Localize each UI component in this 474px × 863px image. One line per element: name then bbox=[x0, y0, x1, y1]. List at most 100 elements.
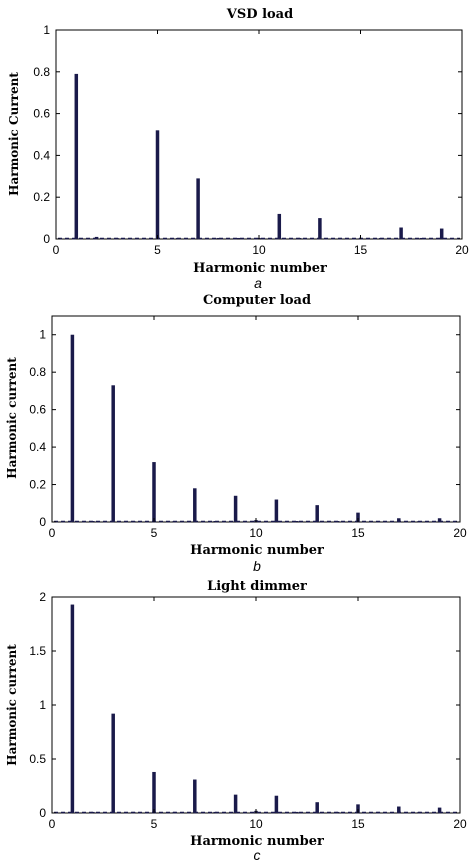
chart-c-ytick-label: 0 bbox=[39, 806, 46, 820]
chart-c-ytick-label: 2 bbox=[39, 590, 46, 604]
chart-a-bar bbox=[196, 178, 200, 239]
chart-c-bar bbox=[70, 604, 75, 813]
chart-b-bar bbox=[295, 521, 299, 522]
chart-b-bar bbox=[376, 521, 381, 522]
chart-a-plot-frame bbox=[55, 29, 463, 240]
chart-a-xtick-label: 5 bbox=[154, 243, 161, 257]
chart-b-ytick-label: 0.8 bbox=[29, 365, 46, 379]
chart-a-bar bbox=[176, 237, 180, 239]
chart-a-ytick-label: 0.8 bbox=[33, 65, 50, 79]
chart-c-ytick-label: 0.5 bbox=[29, 752, 46, 766]
chart-a-xtick-label: 20 bbox=[455, 243, 469, 257]
chart-c-xtick-label: 5 bbox=[151, 817, 158, 831]
chart-b-xlabel: Harmonic number bbox=[190, 543, 324, 558]
chart-a-xtick-label: 0 bbox=[53, 243, 60, 257]
chart-c-bar bbox=[335, 811, 340, 813]
chart-a-ytick-label: 0.4 bbox=[33, 148, 50, 162]
chart-c-ytick-label: 1.5 bbox=[29, 644, 46, 658]
chart-b-bar bbox=[172, 521, 177, 522]
chart-a-bar bbox=[399, 227, 403, 239]
chart-a-bar bbox=[115, 237, 119, 239]
chart-b-ytick-label: 0.2 bbox=[29, 478, 46, 492]
chart-b-bar bbox=[70, 334, 75, 522]
chart-b-bar bbox=[193, 488, 197, 522]
chart-a-bars bbox=[58, 73, 460, 240]
chart-a-ylabel: Harmonic Current bbox=[7, 72, 21, 196]
chart-a-ytick-label: 0.2 bbox=[33, 190, 50, 204]
chart-c-title: Light dimmer bbox=[207, 579, 307, 594]
chart-a-bar bbox=[236, 237, 241, 239]
chart-c-bar bbox=[417, 811, 421, 813]
chart-b-bar bbox=[315, 505, 319, 522]
chart-b-bar bbox=[274, 499, 279, 522]
chart-c: Light dimmer 0 5 10 15 20 0 0.5 1 1.5 2 Harmonic … bbox=[5, 579, 467, 863]
chart-b-bar bbox=[111, 385, 115, 522]
chart-c-bar bbox=[91, 811, 95, 813]
chart-b-bar bbox=[213, 521, 217, 522]
chart-b-ytick-label: 1 bbox=[39, 328, 46, 342]
chart-a-bar bbox=[379, 237, 383, 239]
chart-b-ytick-label: 0.6 bbox=[29, 403, 46, 417]
chart-a-bar bbox=[439, 228, 444, 239]
chart-a-xlabel: Harmonic number bbox=[193, 261, 327, 276]
chart-c-bar bbox=[131, 811, 136, 813]
chart-c-caption: c bbox=[254, 847, 261, 863]
chart-c-bar bbox=[111, 713, 115, 813]
chart-b-bar bbox=[233, 495, 238, 522]
chart-c-bar bbox=[376, 811, 381, 813]
chart-a-ytick-label: 0 bbox=[43, 232, 50, 246]
chart-b-xtick-label: 15 bbox=[351, 526, 365, 540]
chart-c-bar bbox=[356, 804, 360, 813]
chart-a-ytick-label: 1 bbox=[43, 23, 50, 37]
chart-a: VSD load 0 5 10 15 20 0 0.2 0.4 0.6 0.8 1 Harmonic… bbox=[7, 7, 469, 291]
chart-b-bar bbox=[131, 521, 136, 522]
chart-c-ylabel: Harmonic current bbox=[5, 644, 19, 766]
chart-c-bar bbox=[172, 811, 177, 813]
chart-c-xtick-label: 20 bbox=[453, 817, 467, 831]
chart-a-bar bbox=[419, 237, 424, 239]
chart-a-xtick-label: 10 bbox=[252, 243, 266, 257]
chart-c-bar bbox=[233, 794, 238, 813]
chart-b-ylabel: Harmonic current bbox=[5, 357, 19, 479]
chart-a-bar bbox=[155, 130, 160, 239]
chart-a-ticks: 0 5 10 15 20 0 0.2 0.4 0.6 0.8 1 bbox=[33, 23, 469, 257]
chart-a-xtick-label: 15 bbox=[354, 243, 368, 257]
chart-c-xtick-label: 15 bbox=[351, 817, 365, 831]
chart-c-bar bbox=[295, 811, 299, 813]
chart-b-xtick-label: 20 bbox=[453, 526, 467, 540]
chart-a-title: VSD load bbox=[226, 7, 293, 22]
chart-b-title: Computer load bbox=[203, 293, 311, 308]
chart-b-bars bbox=[54, 334, 458, 523]
chart-b-bar bbox=[356, 512, 360, 522]
chart-b-ytick-label: 0.4 bbox=[29, 440, 46, 454]
chart-b-bar bbox=[91, 521, 95, 522]
chart-b-bar bbox=[152, 462, 156, 522]
chart-b-caption: b bbox=[253, 558, 261, 574]
chart-c-xtick-label: 10 bbox=[249, 817, 263, 831]
chart-c-bar bbox=[437, 807, 442, 813]
chart-a-caption: a bbox=[254, 275, 262, 291]
chart-b-xtick-label: 0 bbox=[49, 526, 56, 540]
chart-a-bar bbox=[297, 237, 302, 239]
chart-c-bar bbox=[193, 779, 197, 813]
chart-b-xtick-label: 5 bbox=[151, 526, 158, 540]
chart-a-bar bbox=[135, 237, 139, 239]
chart-c-xlabel: Harmonic number bbox=[190, 834, 324, 849]
chart-a-bar bbox=[94, 236, 99, 239]
chart-a-ytick-label: 0.6 bbox=[33, 107, 50, 121]
chart-a-bar bbox=[74, 73, 79, 239]
chart-c-bar bbox=[152, 771, 156, 813]
chart-b-bar bbox=[417, 521, 421, 522]
chart-b-bar bbox=[397, 518, 401, 522]
chart-c-bar bbox=[274, 795, 279, 813]
chart-c-bars bbox=[54, 604, 458, 814]
chart-b-ytick-label: 0 bbox=[39, 515, 46, 529]
chart-a-bar bbox=[216, 237, 221, 239]
chart-a-bar bbox=[277, 213, 282, 239]
chart-a-bar bbox=[318, 218, 322, 239]
chart-c-bar bbox=[315, 802, 319, 813]
chart-c-bar bbox=[213, 811, 217, 813]
chart-b-bar bbox=[437, 518, 442, 522]
chart-c-bar bbox=[397, 806, 401, 813]
